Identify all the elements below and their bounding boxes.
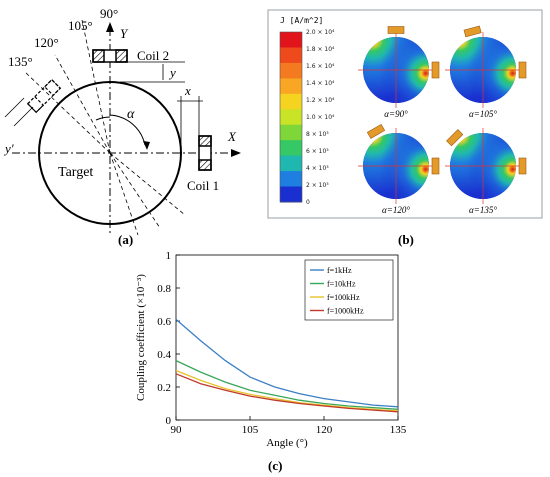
series-line-4: [175, 373, 399, 413]
y-tick-label: 0.4: [157, 349, 171, 361]
x-tick-label: 105: [242, 424, 259, 436]
legend-swatch: [280, 93, 302, 110]
legend-swatch: [280, 124, 302, 141]
panel-c-label: (c): [268, 458, 282, 473]
current-density-disc: α=120°: [358, 123, 440, 215]
disc-caption: α=120°: [382, 205, 410, 215]
x-tick-label: 135: [390, 424, 407, 436]
alpha-label: α: [127, 107, 135, 122]
coil-2-marker: [387, 26, 405, 34]
y-axis-title: Coupling coefficient (×10⁻³): [135, 274, 147, 401]
plot-frame: [175, 254, 399, 421]
legend-value: 1.0 × 10⁴: [306, 114, 335, 121]
y-tick-label: 0.8: [157, 283, 171, 295]
coil-1-marker: [518, 61, 527, 79]
schematic-panel: Y X 90° 105° 120° 135° α Coil 2 y: [3, 6, 241, 247]
disc-caption: α=90°: [384, 109, 408, 119]
y-axis-label: Y: [120, 26, 129, 41]
x-axis-title: Angle (°): [266, 437, 308, 449]
angle-label-105: 105°: [68, 18, 93, 33]
angle-label-135: 135°: [8, 54, 33, 69]
x-tick-label: 90: [171, 424, 183, 436]
legend-swatch: [280, 186, 302, 203]
legend-entry: f=1kHz: [327, 266, 352, 275]
legend-title: J [A/m^2]: [280, 16, 323, 25]
dim-x-label: x: [184, 83, 191, 98]
legend-entry: f=10kHz: [327, 280, 356, 289]
disc-caption: α=135°: [469, 205, 497, 215]
simulation-panel: J [A/m^2] 2.0 × 10⁴ 1.8 × 10⁴ 1.6 × 10⁴ 1.4…: [267, 9, 543, 247]
legend-value: 1.4 × 10⁴: [306, 80, 335, 87]
alpha-arc-arrow: [143, 141, 150, 150]
coil-2-marker: [446, 129, 464, 147]
alpha-arc: [109, 114, 146, 146]
legend-swatch: [280, 47, 302, 64]
coil-1: [198, 135, 212, 171]
legend-value: 1.6 × 10⁴: [306, 63, 335, 70]
y-tick-label: 0: [166, 415, 172, 427]
dim-y-label: y: [168, 65, 176, 80]
legend-swatch: [280, 62, 302, 79]
legend-value: 4 × 10³: [306, 165, 329, 172]
coil-2: [92, 49, 128, 63]
ray-135: [24, 71, 111, 154]
target-label: Target: [58, 165, 93, 180]
legend-swatch: [280, 78, 302, 95]
dim-y-prime-label: y′: [3, 141, 14, 156]
disc-caption: α=105°: [469, 109, 497, 119]
legend-value: 2.0 × 10⁴: [306, 29, 335, 36]
legend-swatch: [280, 32, 302, 48]
panel-b-label: (b): [398, 232, 414, 247]
legend-entry: f=1000kHz: [327, 307, 364, 316]
legend-swatch: [280, 155, 302, 172]
coupling-chart: 90 105 120 135 0 0.2 0.4 0.6 0.8 1 Angle (°) Coupli…: [135, 250, 407, 449]
series-line-2: [175, 360, 399, 410]
legend-value: 2 × 10³: [306, 182, 329, 189]
legend-swatch: [280, 109, 302, 126]
legend-value: 8 × 10³: [306, 131, 329, 138]
panel-a-label: (a): [118, 232, 133, 247]
angle-label-120: 120°: [34, 35, 59, 50]
coil-2-label: Coil 2: [137, 48, 169, 63]
y-tick-label: 1: [166, 250, 172, 262]
legend-swatch: [280, 140, 302, 157]
current-density-disc: α=105°: [445, 25, 527, 119]
legend-entry: f=100kHz: [327, 293, 360, 302]
ray-120: [54, 54, 111, 154]
x-axis-label: X: [227, 129, 237, 144]
current-density-disc: α=135°: [445, 128, 527, 215]
legend-value: 0: [306, 199, 310, 206]
y-tick-label: 0.6: [157, 316, 171, 328]
coil-1-marker: [431, 61, 440, 79]
legend-swatch: [280, 171, 302, 188]
coil-2-marker: [463, 25, 482, 38]
x-tick-label: 120: [316, 424, 333, 436]
series-line-3: [175, 369, 399, 412]
ray-105: [81, 19, 111, 154]
legend-value: 1.2 × 10⁴: [306, 97, 335, 104]
current-density-maps: α=90° α=105° α=120° α=135°: [358, 25, 527, 215]
angle-label-90: 90°: [100, 6, 118, 21]
series-line-1: [175, 318, 399, 408]
coil-1-marker: [431, 157, 440, 175]
legend-value: 1.8 × 10⁴: [306, 46, 335, 53]
y-arrow: [106, 22, 114, 32]
color-legend: 2.0 × 10⁴ 1.8 × 10⁴ 1.6 × 10⁴ 1.4 × 10⁴ 1.2 …: [279, 29, 335, 206]
coil-2-marker: [366, 123, 386, 139]
coil-1-label: Coil 1: [187, 178, 219, 193]
legend-value: 6 × 10³: [306, 148, 329, 155]
coil-1-marker: [518, 157, 527, 175]
x-arrow: [231, 149, 241, 157]
y-tick-label: 0.2: [157, 382, 171, 394]
current-density-disc: α=90°: [358, 26, 440, 119]
